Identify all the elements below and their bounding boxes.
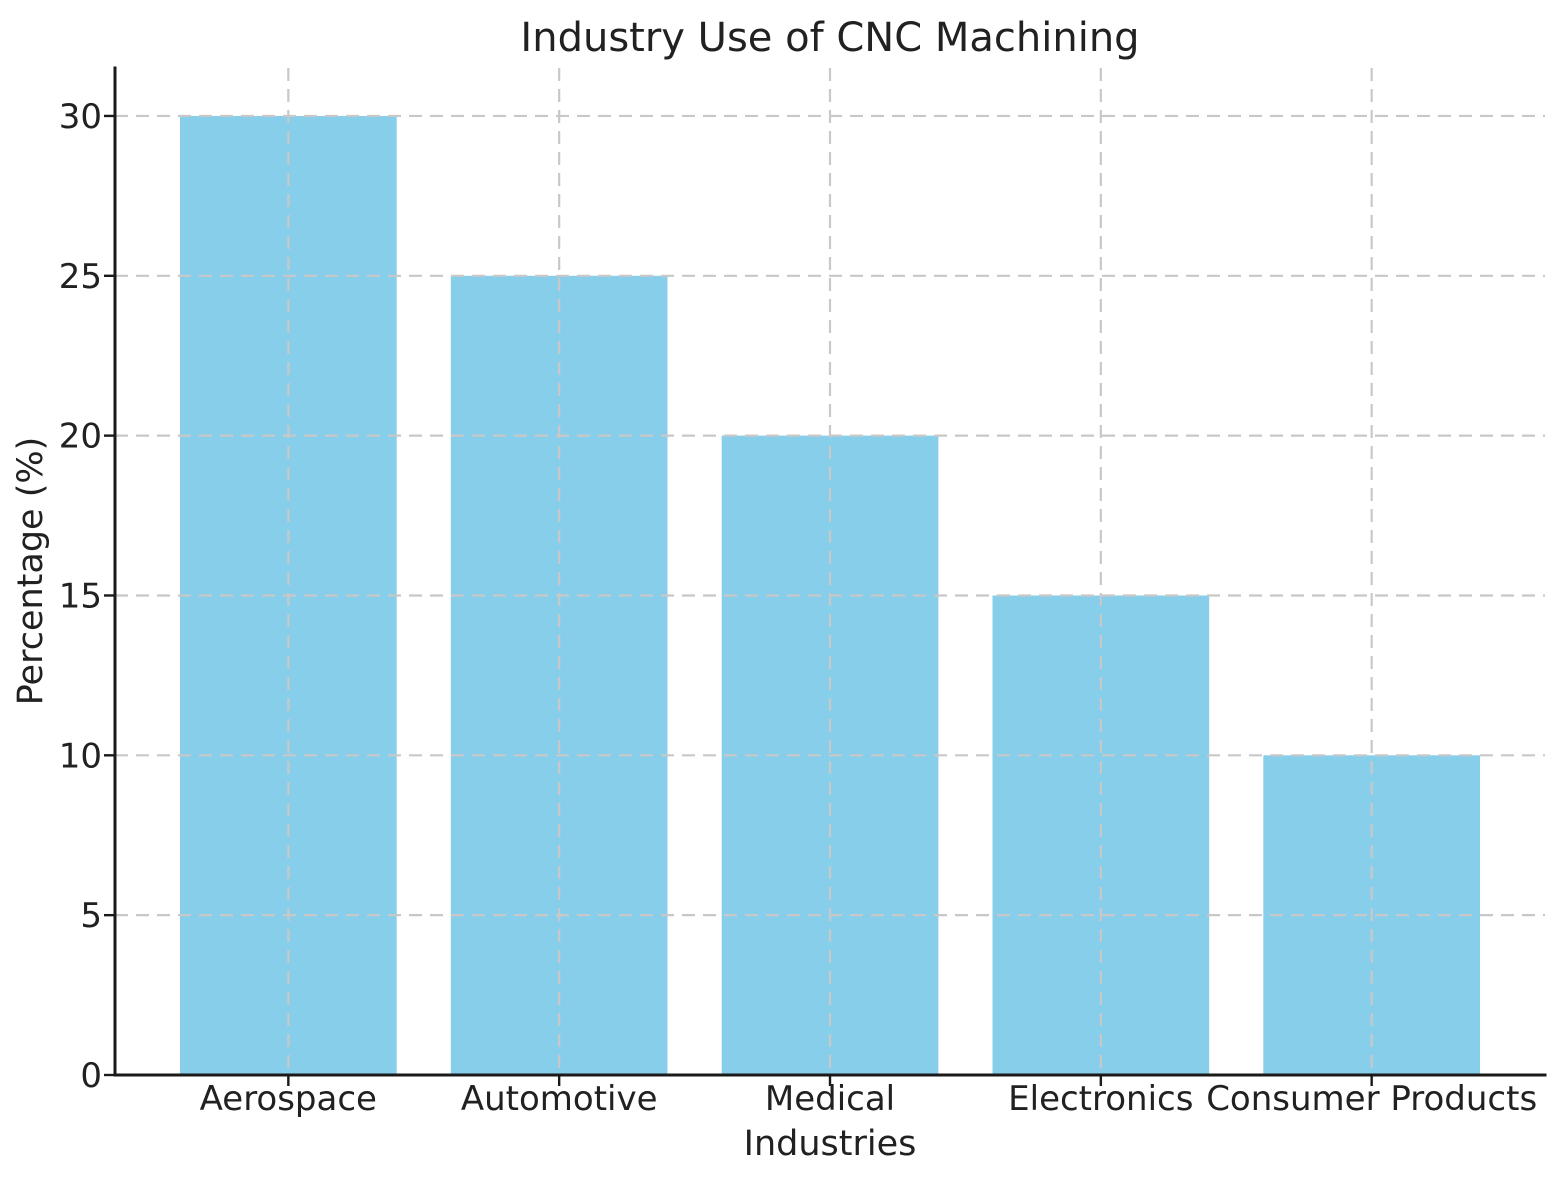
y-tick-label: 0 [80, 1056, 102, 1096]
x-tick-label: Consumer Products [1206, 1079, 1537, 1119]
chart-title: Industry Use of CNC Machining [520, 15, 1139, 61]
x-axis-label: Industries [744, 1124, 917, 1164]
axes-layer [104, 66, 1547, 1086]
tick-labels-layer: 0 5 10 15 20 25 30 Aerospace Automotive Medical El… [59, 97, 1537, 1119]
y-axis-label: Percentage (%) [11, 437, 51, 706]
y-tick-label: 25 [59, 257, 102, 297]
y-tick-label: 30 [59, 97, 102, 137]
x-tick-label: Automotive [461, 1079, 658, 1119]
y-tick-label: 10 [59, 736, 102, 776]
x-tick-label: Electronics [1008, 1079, 1193, 1119]
x-tick-label: Aerospace [200, 1079, 377, 1119]
y-tick-label: 15 [59, 577, 102, 617]
x-tick-label: Medical [765, 1079, 895, 1119]
y-tick-label: 5 [80, 896, 102, 936]
y-tick-label: 20 [59, 417, 102, 457]
